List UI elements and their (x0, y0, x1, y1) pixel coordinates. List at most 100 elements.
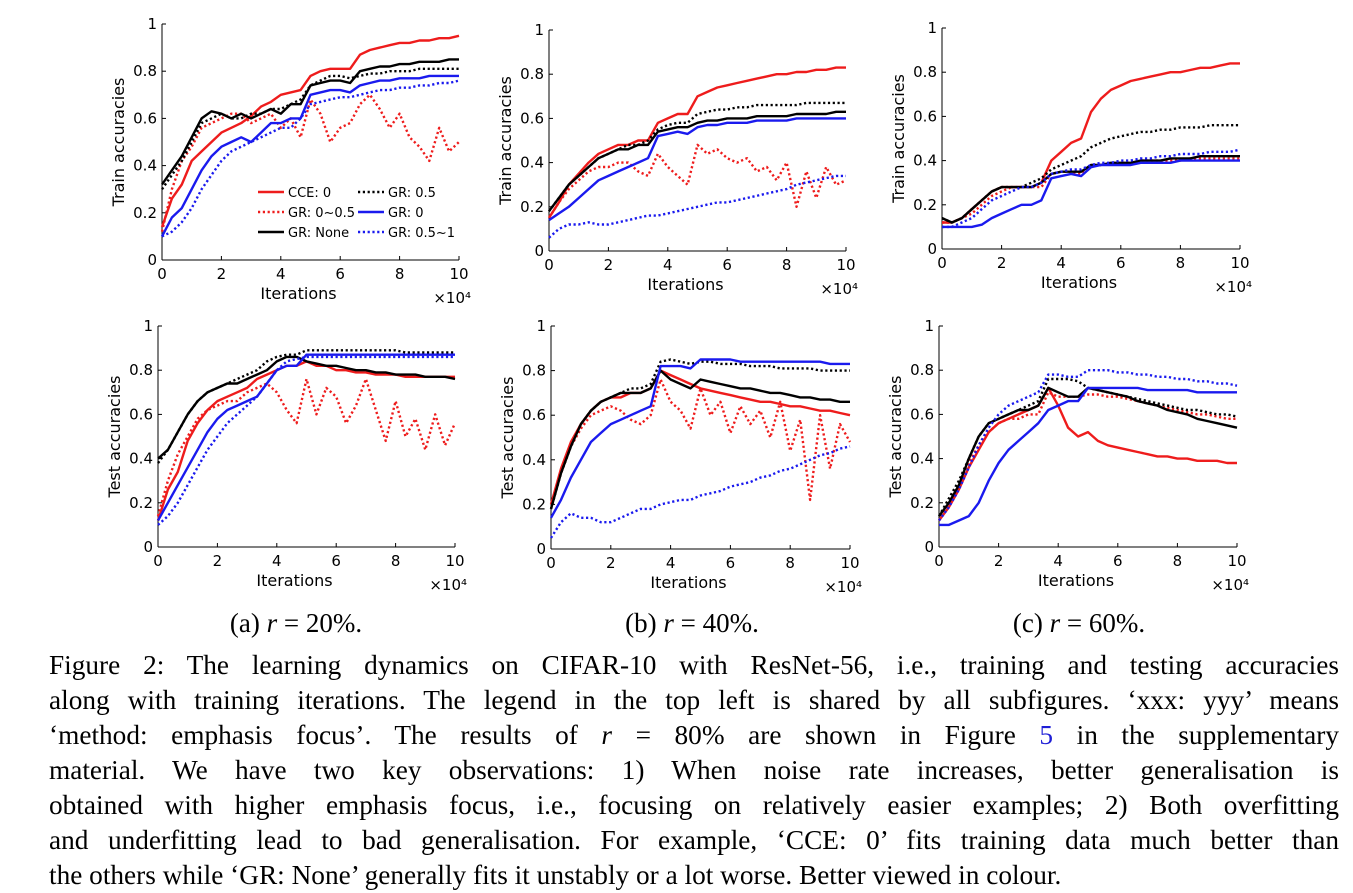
x-tick-label: 6 (1116, 254, 1126, 272)
caption-line: Figure 2: The learning dynamics on CIFAR… (49, 650, 1339, 680)
series-line (161, 79, 460, 238)
x-axis-exponent: ×10⁴ (1211, 576, 1249, 594)
y-tick-label: 0.4 (129, 450, 153, 468)
x-axis-label: Iterations (260, 284, 336, 303)
subcaption-rest: = 40%. (673, 608, 759, 638)
x-axis-label: Iterations (256, 571, 332, 590)
x-tick-label: 0 (934, 552, 944, 570)
y-axis-label: Test accuracies (105, 376, 124, 499)
caption-line: obtained with higher emphasis focus, i.e… (49, 790, 1339, 820)
x-tick-label: 0 (153, 552, 163, 570)
x-tick-label: 0 (544, 256, 554, 274)
y-tick-label: 0.8 (520, 65, 544, 83)
y-tick-label: 0 (534, 242, 544, 260)
x-tick-label: 0 (937, 254, 947, 272)
series-line (942, 148, 1241, 229)
y-tick-label: 0.6 (520, 109, 544, 127)
legend-label: CCE: 0 (288, 186, 331, 201)
y-tick-label: 0.6 (913, 107, 937, 125)
subcaptions: (a) r = 20%. (b) r = 40%. (c) r = 60%. (0, 608, 1353, 648)
series-line (548, 174, 846, 239)
legend-label: GR: 0.5~1 (388, 226, 455, 241)
y-tick-label: 0.4 (520, 154, 544, 172)
y-tick-label: 0.4 (910, 450, 934, 468)
subcaption-prefix: (a) (229, 608, 267, 638)
x-tick-label: 10 (1227, 552, 1246, 570)
x-tick-label: 2 (217, 265, 227, 283)
subcaption-a: (a) r = 20%. (230, 608, 362, 639)
x-tick-label: 2 (213, 552, 223, 570)
series-line (547, 66, 846, 219)
y-axis-label: Train accuracies (496, 76, 515, 206)
x-axis-exponent: ×10⁴ (1214, 278, 1252, 296)
y-tick-label: 0.6 (910, 405, 934, 423)
subcaption-c: (c) r = 60%. (1013, 608, 1145, 639)
y-tick-label: 1 (927, 19, 937, 37)
series-line (938, 386, 1238, 517)
figure-reference-link[interactable]: 5 (1039, 720, 1054, 750)
subcaption-var: r (266, 608, 278, 638)
legend-background (254, 182, 457, 242)
y-tick-label: 0.6 (522, 406, 546, 424)
series-line (160, 34, 460, 228)
x-tick-label: 10 (840, 554, 859, 572)
x-tick-label: 10 (445, 552, 464, 570)
x-axis-label: Iterations (1038, 571, 1114, 590)
x-tick-label: 0 (546, 554, 556, 572)
caption-line: ‘method: emphasis focus’. The results of… (49, 718, 1339, 753)
legend-label: GR: None (288, 226, 349, 241)
y-tick-label: 0 (147, 251, 157, 269)
y-tick-label: 0.8 (129, 361, 153, 379)
x-tick-label: 4 (663, 256, 673, 274)
series-line (937, 391, 1237, 522)
series-line (156, 377, 457, 517)
x-tick-label: 8 (391, 552, 401, 570)
y-tick-label: 0 (143, 538, 153, 556)
x-axis-exponent: ×10⁴ (429, 576, 467, 594)
series-line (941, 154, 1240, 224)
series-line (937, 377, 1238, 517)
series-line (938, 386, 1237, 522)
x-tick-label: 8 (785, 554, 795, 572)
x-tick-label: 2 (604, 256, 614, 274)
y-tick-label: 0 (927, 240, 937, 258)
series-line (938, 369, 1238, 522)
caption-var: r (601, 720, 613, 750)
x-tick-label: 8 (782, 256, 792, 274)
subcaption-b: (b) r = 40%. (625, 608, 759, 639)
caption-text: = 80% are shown in Figure (612, 720, 1040, 750)
series-line (548, 101, 846, 212)
series-line (547, 143, 847, 219)
subcaption-prefix: (b) (625, 608, 664, 638)
y-tick-label: 0.2 (520, 198, 544, 216)
y-tick-label: 0 (924, 538, 934, 556)
legend-label: GR: 0~0.5 (288, 206, 355, 221)
x-tick-label: 4 (666, 554, 676, 572)
caption-line: the others while ‘GR: None’ generally fi… (49, 860, 1062, 890)
y-axis-label: Train accuracies (109, 78, 128, 208)
x-tick-label: 8 (395, 265, 405, 283)
x-axis-exponent: ×10⁴ (820, 280, 858, 298)
x-tick-label: 10 (449, 265, 468, 283)
x-tick-label: 6 (722, 256, 732, 274)
y-tick-label: 0.2 (913, 196, 937, 214)
series-line (549, 358, 850, 510)
y-tick-label: 0.2 (129, 494, 153, 512)
y-tick-label: 0.8 (910, 361, 934, 379)
series-line (942, 159, 1240, 229)
x-tick-label: 6 (1113, 552, 1123, 570)
x-tick-label: 4 (1056, 254, 1066, 272)
series-line (157, 349, 455, 464)
caption-text: ‘method: emphasis focus’. The results of (49, 720, 602, 750)
y-axis-label: Test accuracies (498, 377, 517, 500)
legend-label: GR: 0 (388, 206, 424, 221)
x-axis-label: Iterations (650, 573, 726, 592)
series-line (548, 117, 846, 222)
figure-caption: Figure 2: The learning dynamics on CIFAR… (49, 648, 1339, 893)
